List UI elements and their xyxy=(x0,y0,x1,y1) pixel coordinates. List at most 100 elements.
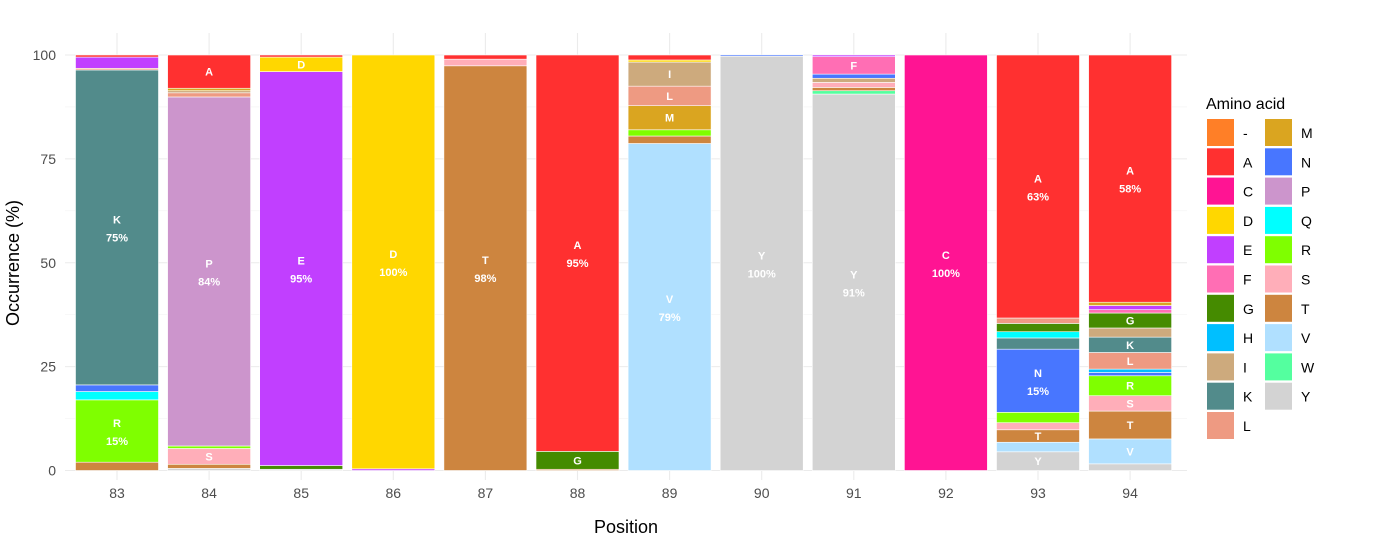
x-tick-label: 89 xyxy=(662,485,678,501)
y-tick-label: 50 xyxy=(40,255,56,271)
segment-label: E xyxy=(298,256,305,268)
bar-segment-94-A xyxy=(1089,55,1172,302)
legend-swatch-E xyxy=(1207,236,1234,263)
legend-label: N xyxy=(1301,154,1311,170)
segment-label: Y xyxy=(850,269,858,281)
legend-label: Y xyxy=(1301,389,1311,405)
segment-percent-label: 75% xyxy=(106,232,128,244)
segment-label: L xyxy=(666,91,673,103)
bar-segment-94-M xyxy=(1089,302,1172,305)
segment-percent-label: 84% xyxy=(198,276,220,288)
y-tick-label: 75 xyxy=(40,151,56,167)
x-tick-label: 88 xyxy=(570,485,586,501)
segment-label: N xyxy=(1034,368,1042,380)
bar-segment-91-Y xyxy=(812,94,895,470)
segment-percent-label: 63% xyxy=(1027,192,1049,204)
legend-swatch-gap xyxy=(1207,119,1234,146)
bar-segment-83-A xyxy=(76,55,159,57)
legend-swatch-K xyxy=(1207,383,1234,410)
bar-segment-94-N xyxy=(1089,372,1172,375)
bar-segment-91-S xyxy=(812,82,895,87)
legend-swatch-I xyxy=(1207,353,1234,380)
segment-label: A xyxy=(574,240,582,252)
legend-label: R xyxy=(1301,242,1311,258)
segment-label: T xyxy=(1035,431,1042,443)
bar-segment-91-W xyxy=(812,91,895,94)
legend-swatch-T xyxy=(1265,295,1292,322)
segment-label: L xyxy=(1127,356,1134,368)
x-axis-title: Position xyxy=(594,517,658,537)
legend-label: W xyxy=(1301,359,1315,375)
y-axis-title: Occurrence (%) xyxy=(3,200,23,326)
legend-swatch-C xyxy=(1207,178,1234,205)
segment-label: T xyxy=(1127,420,1134,432)
segment-label: D xyxy=(389,249,397,261)
legend-title: Amino acid xyxy=(1206,96,1285,113)
x-tick-label: 94 xyxy=(1122,485,1138,501)
segment-label: F xyxy=(850,60,857,72)
bar-segment-93-L xyxy=(997,318,1080,323)
segment-percent-label: 91% xyxy=(843,287,865,299)
bar-segment-94-E xyxy=(1089,306,1172,310)
segment-percent-label: 100% xyxy=(748,268,776,280)
legend-label: M xyxy=(1301,125,1313,141)
bar-segment-84-T xyxy=(168,464,251,468)
bar-segment-92-C xyxy=(904,55,987,471)
legend-swatch-S xyxy=(1265,266,1292,293)
bar-segment-87-A xyxy=(444,55,527,59)
bar-segment-83-K xyxy=(76,70,159,385)
legend-label: P xyxy=(1301,184,1310,200)
bar-segment-94-Y xyxy=(1089,464,1172,471)
x-axis-ticks: 838485868788899091929394 xyxy=(109,485,1138,501)
bar-segment-90-Y xyxy=(720,56,803,470)
bar-segment-94-F xyxy=(1089,310,1172,313)
legend-label: G xyxy=(1243,301,1254,317)
bar-segment-93-N xyxy=(997,349,1080,412)
x-tick-label: 83 xyxy=(109,485,125,501)
segment-percent-label: 98% xyxy=(474,273,496,285)
x-tick-label: 84 xyxy=(201,485,217,501)
bar-segment-83-E xyxy=(76,57,159,68)
bar-segment-87-T xyxy=(444,66,527,471)
x-tick-label: 85 xyxy=(293,485,309,501)
segment-label: R xyxy=(113,418,121,430)
legend-label: T xyxy=(1301,301,1310,317)
bar-segment-93-G xyxy=(997,323,1080,331)
legend-swatch-V xyxy=(1265,324,1292,351)
bar-segment-93-V xyxy=(997,442,1080,452)
x-tick-label: 87 xyxy=(478,485,494,501)
segment-label: I xyxy=(668,69,671,81)
bar-segment-93-Q xyxy=(997,332,1080,338)
y-tick-label: 0 xyxy=(48,463,56,479)
bar-segment-91-E xyxy=(812,55,895,57)
bar-segment-85-G xyxy=(260,466,343,470)
bar-segment-89-A xyxy=(628,55,711,60)
segment-percent-label: 95% xyxy=(566,258,588,270)
segment-percent-label: 15% xyxy=(1027,386,1049,398)
bar-segment-85-E xyxy=(260,72,343,466)
bar-segment-83-N xyxy=(76,385,159,392)
segment-label: V xyxy=(666,294,674,306)
legend-label: F xyxy=(1243,272,1252,288)
bar-segment-84-L xyxy=(168,93,251,97)
bar-segment-90-N xyxy=(720,55,803,56)
legend-label: A xyxy=(1243,154,1253,170)
segment-label: P xyxy=(205,258,212,270)
legend-swatch-P xyxy=(1265,178,1292,205)
legend-swatch-G xyxy=(1207,295,1234,322)
legend-swatch-Q xyxy=(1265,207,1292,234)
segment-label: A xyxy=(205,67,213,79)
legend-swatch-N xyxy=(1265,148,1292,175)
segment-label: A xyxy=(1126,166,1134,178)
bar-segment-84-Y xyxy=(168,468,251,470)
bar-segment-83-T xyxy=(76,462,159,470)
segment-label: D xyxy=(297,59,305,71)
legend-label: D xyxy=(1243,213,1253,229)
bar-segment-89-R xyxy=(628,130,711,136)
legend-swatch-F xyxy=(1207,266,1234,293)
segment-label: A xyxy=(1034,174,1042,186)
segment-label: Y xyxy=(1034,456,1042,468)
segment-label: M xyxy=(665,113,674,125)
bar-segment-86-D xyxy=(352,55,435,469)
